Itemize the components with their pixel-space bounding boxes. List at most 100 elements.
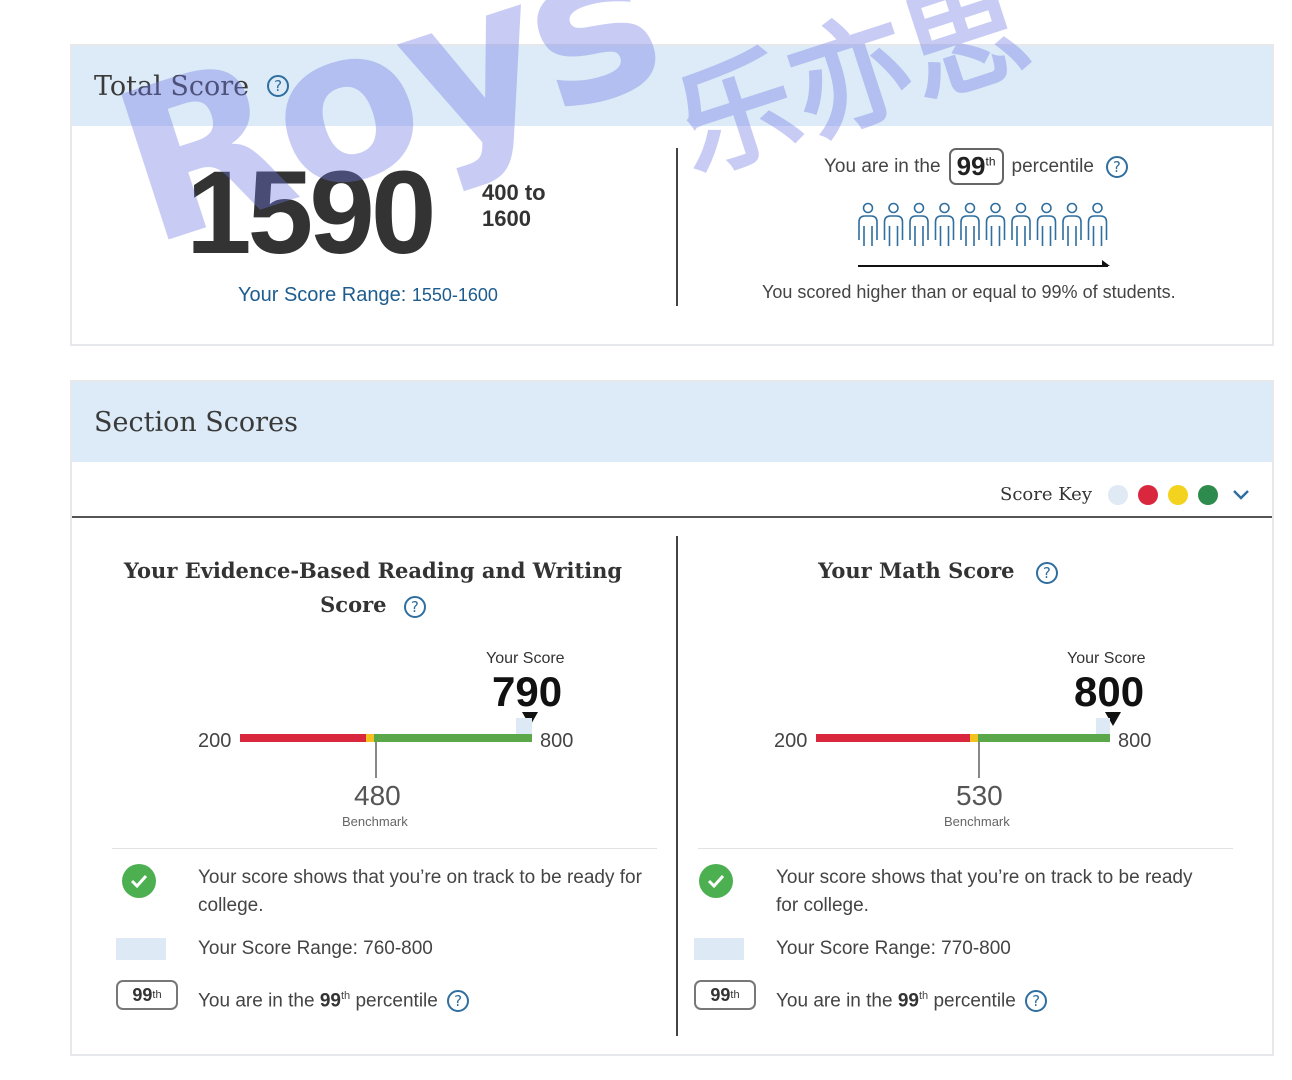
math-scale-min: 200 xyxy=(774,730,808,752)
math-benchmark-label: Benchmark xyxy=(944,814,1010,829)
math-on-track-text: Your score shows that you’re on track to… xyxy=(776,867,1193,916)
score-key-dot-yellow xyxy=(1168,484,1188,505)
score-key-divider xyxy=(72,516,1272,518)
math-pct-sup: th xyxy=(918,990,929,1002)
reading-title-line2-wrap: Score ? xyxy=(92,588,654,622)
person-icon xyxy=(985,202,1006,246)
checkmark-icon xyxy=(699,864,733,898)
total-score-card: Total Score ? 1590 400 to 1600 Your Scor… xyxy=(70,44,1274,346)
math-pct-prefix: You are in the xyxy=(776,990,893,1012)
reading-benchmark-tick xyxy=(375,742,377,778)
reading-badge-sup: th xyxy=(152,989,162,1001)
math-your-score-value: 800 xyxy=(1074,668,1145,715)
reading-scale-yellow xyxy=(366,734,374,742)
total-score-header: Total Score ? xyxy=(72,46,1272,126)
math-range-band xyxy=(1096,718,1110,734)
math-score-marker-icon xyxy=(1105,712,1121,726)
reading-scale-max: 800 xyxy=(540,730,574,752)
help-icon[interactable]: ? xyxy=(267,75,290,97)
score-key[interactable]: Score Key xyxy=(1000,484,1250,505)
reading-range-text: Your Score Range: 760-800 xyxy=(198,938,433,959)
total-score-range: Your Score Range: 1550-1600 xyxy=(238,284,498,307)
reading-panel: Your Evidence-Based Reading and Writing … xyxy=(72,382,676,1058)
percentile-badge-sup: th xyxy=(985,154,996,169)
reading-pct-prefix: You are in the xyxy=(198,990,315,1012)
help-icon[interactable]: ? xyxy=(1035,561,1058,584)
percentile-badge-num: 99 xyxy=(956,151,986,181)
reading-info-divider xyxy=(112,848,657,849)
person-icon xyxy=(858,202,878,246)
score-key-dot-red xyxy=(1138,484,1158,505)
help-icon[interactable]: ? xyxy=(447,990,470,1013)
reading-pct-suffix: percentile xyxy=(355,990,438,1012)
math-benchmark-tick xyxy=(978,742,980,778)
total-score-value: 1590 xyxy=(186,147,437,279)
reading-pct-num: 99 xyxy=(319,990,341,1012)
person-icon xyxy=(1011,202,1031,246)
math-scale-max: 800 xyxy=(1118,730,1152,752)
person-icon xyxy=(1062,202,1082,246)
reading-scale-green xyxy=(374,734,532,742)
reading-benchmark-label: Benchmark xyxy=(342,814,408,829)
person-icon xyxy=(960,202,980,246)
total-score-title: Total Score xyxy=(94,70,250,102)
reading-title: Your Evidence-Based Reading and Writing … xyxy=(92,554,654,622)
math-pct-num: 99 xyxy=(897,990,919,1012)
reading-title-line1: Your Evidence-Based Reading and Writing xyxy=(123,558,623,583)
chevron-down-icon[interactable] xyxy=(1232,489,1250,501)
range-swatch-icon xyxy=(116,938,166,960)
help-icon[interactable]: ? xyxy=(1025,990,1048,1013)
person-icon xyxy=(934,202,955,246)
math-scale-yellow xyxy=(970,734,978,742)
math-title-text: Your Math Score xyxy=(818,558,1015,583)
section-scores-header: Section Scores xyxy=(72,382,1272,462)
section-divider xyxy=(676,536,678,1036)
percentile-people-graphic xyxy=(858,202,1114,272)
score-key-dot-range xyxy=(1108,484,1128,505)
math-range-text: Your Score Range: 770-800 xyxy=(776,938,1011,959)
reading-benchmark-value: 480 xyxy=(354,780,401,811)
person-icon xyxy=(883,202,904,246)
reading-pct-sup: th xyxy=(340,990,351,1002)
total-scale-line1: 400 to xyxy=(482,180,546,205)
score-key-label: Score Key xyxy=(999,484,1092,505)
help-icon[interactable]: ? xyxy=(1105,155,1128,178)
percentile-caption: You scored higher than or equal to 99% o… xyxy=(762,282,1176,302)
math-panel: Your Math Score ? Your Score 800 200 800… xyxy=(678,382,1274,1058)
reading-on-track-text: Your score shows that you’re on track to… xyxy=(198,867,642,916)
reading-range-band xyxy=(516,718,532,734)
range-swatch-icon xyxy=(694,938,744,960)
math-your-score-label: Your Score xyxy=(1067,650,1146,667)
math-scale-red xyxy=(816,734,970,742)
total-scale-line2: 1600 xyxy=(482,206,531,231)
math-badge-sup: th xyxy=(730,989,740,1001)
math-pct-suffix: percentile xyxy=(933,990,1016,1012)
section-scores-title: Section Scores xyxy=(94,406,298,438)
person-icon xyxy=(1087,202,1108,246)
math-badge-num: 99 xyxy=(710,984,731,1005)
person-icon xyxy=(909,202,929,246)
reading-scale-red xyxy=(240,734,366,742)
score-range-value: 1550-1600 xyxy=(411,285,498,305)
help-icon[interactable]: ? xyxy=(403,595,426,618)
total-divider xyxy=(676,148,678,306)
total-percentile-line: You are in the 99th percentile ? xyxy=(824,148,1128,185)
total-score-scale: 400 to 1600 xyxy=(482,180,546,232)
section-scores-card: Section Scores Score Key Your Evidence-B… xyxy=(70,380,1274,1056)
math-scale-green xyxy=(978,734,1110,742)
percentile-badge: 99th xyxy=(948,148,1004,185)
percentile-prefix: You are in the xyxy=(824,155,941,177)
score-key-dot-green xyxy=(1198,484,1218,505)
reading-title-line2: Score xyxy=(320,592,387,617)
reading-percentile-line: You are in the 99th percentile ? xyxy=(198,982,470,1015)
reading-badge-num: 99 xyxy=(132,984,153,1005)
reading-your-score-value: 790 xyxy=(492,668,563,715)
reading-scale-min: 200 xyxy=(198,730,232,752)
person-icon xyxy=(1036,202,1057,246)
math-benchmark-value: 530 xyxy=(956,780,1003,811)
score-range-label: Your Score Range: xyxy=(238,284,407,306)
math-percentile-line: You are in the 99th percentile ? xyxy=(776,982,1048,1015)
math-title: Your Math Score ? xyxy=(678,554,1198,588)
